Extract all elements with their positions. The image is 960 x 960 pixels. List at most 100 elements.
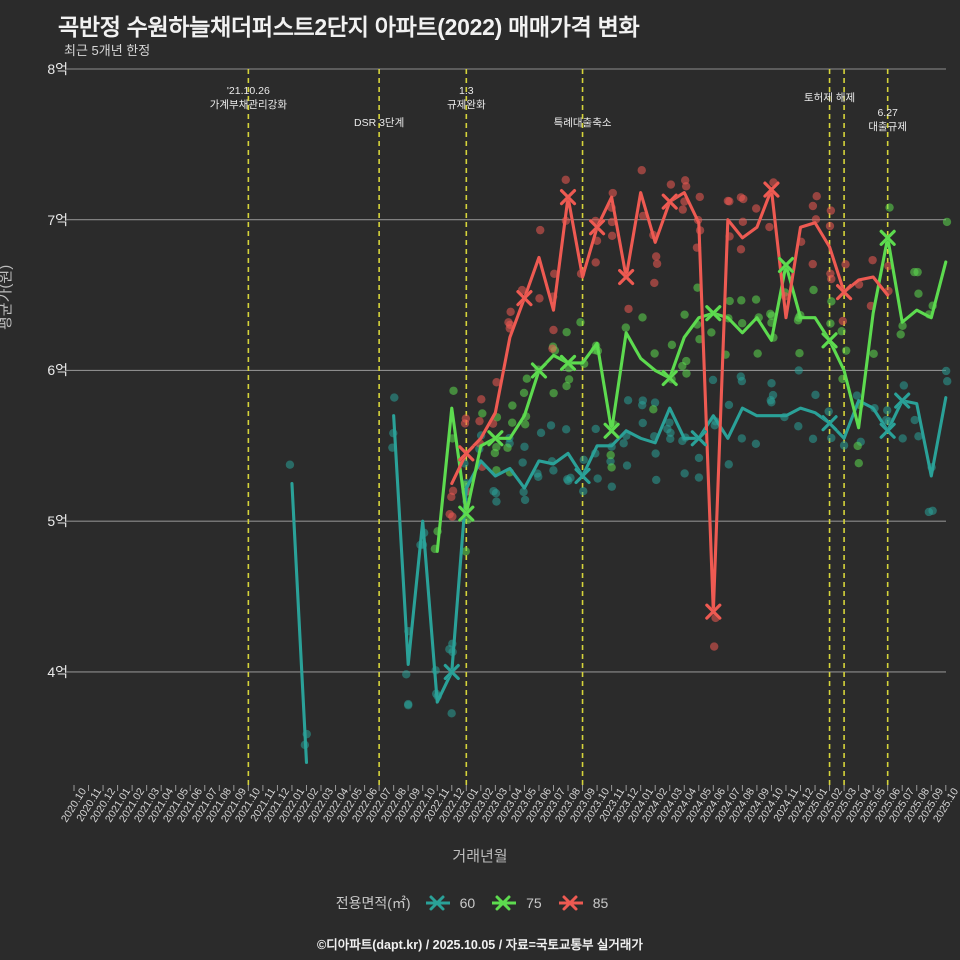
scatter-point: [811, 390, 820, 400]
scatter-point: [536, 225, 545, 235]
scatter-point: [593, 474, 602, 483]
scatter-point: [608, 188, 617, 198]
scatter-point: [638, 418, 647, 428]
series-marker-60: [894, 392, 911, 409]
scatter-point: [549, 325, 558, 335]
series-marker-75: [487, 430, 504, 447]
chart-title: 곡반정 수원하늘채더퍼스트2단지 아파트(2022) 매매가격 변화: [58, 14, 640, 40]
scatter-point: [492, 378, 501, 387]
scatter-point: [650, 349, 659, 358]
scatter-point: [914, 289, 923, 298]
scatter-point: [492, 466, 501, 475]
scatter-point: [650, 278, 659, 288]
scatter-point: [566, 473, 575, 483]
scatter-point: [827, 297, 836, 306]
scatter-point: [869, 349, 878, 358]
legend-item-label: 75: [526, 895, 542, 911]
series-marker-85: [458, 445, 475, 462]
scatter-point: [808, 434, 818, 444]
scatter-point: [533, 469, 542, 478]
scatter-point: [853, 441, 862, 451]
scatter-point: [549, 388, 558, 398]
scatter-point: [649, 405, 658, 414]
series-marker-75: [603, 422, 620, 439]
series-marker-75: [661, 369, 678, 387]
scatter-point: [520, 495, 530, 505]
y-tick-label: 7억: [47, 211, 68, 228]
series-marker-85: [516, 290, 533, 307]
scatter-point: [619, 439, 628, 448]
scatter-point: [404, 701, 413, 710]
scatter-point: [667, 340, 677, 350]
scatter-point: [520, 420, 530, 429]
x-axis-label: 거래년월: [452, 848, 508, 865]
series-marker-75: [458, 505, 475, 522]
scatter-point: [943, 377, 952, 386]
scatter-point: [461, 547, 471, 556]
scatter-point: [475, 416, 484, 426]
scatter-point: [637, 166, 646, 175]
scatter-point: [883, 406, 892, 415]
series-marker-85: [588, 219, 606, 236]
scatter-point: [606, 450, 615, 460]
scatter-point: [520, 442, 529, 451]
scatter-point: [622, 461, 632, 470]
scatter-point: [506, 307, 515, 316]
scatter-point: [508, 401, 517, 410]
scatter-point: [651, 252, 661, 261]
scatter-point: [591, 424, 600, 434]
series-marker-75: [705, 305, 722, 322]
scatter-point: [579, 487, 588, 496]
scatter-point: [607, 231, 617, 241]
scatter-point: [898, 434, 907, 443]
scatter-point: [449, 386, 458, 395]
scatter-point: [621, 323, 631, 332]
scatter-point: [651, 449, 660, 458]
scatter-point: [694, 453, 704, 463]
legend-marker-icon: [558, 893, 584, 913]
scatter-point: [854, 459, 863, 468]
scatter-point: [809, 285, 818, 295]
scatter-point: [623, 396, 633, 405]
scatter-point: [765, 222, 774, 232]
series-marker-60: [574, 467, 591, 485]
scatter-point: [724, 460, 733, 469]
scatter-point: [767, 379, 776, 388]
scatter-point: [478, 409, 487, 418]
scatter-point: [868, 255, 877, 265]
legend-marker-icon: [491, 893, 517, 913]
series-marker-85: [705, 603, 722, 620]
scatter-point: [725, 296, 734, 306]
scatter-point: [825, 221, 835, 231]
scatter-point: [841, 260, 850, 269]
scatter-point: [838, 316, 847, 326]
chart-canvas: [66, 68, 952, 791]
scatter-point: [941, 366, 951, 376]
y-tick-label: 4억: [47, 663, 68, 680]
legend-item-60[interactable]: 60: [425, 893, 475, 913]
chart-subtitle: 최근 5개년 한정: [64, 43, 151, 58]
scatter-point: [508, 418, 517, 427]
scatter-point: [477, 395, 486, 404]
scatter-point: [624, 304, 633, 314]
legend-item-75[interactable]: 75: [491, 893, 542, 913]
series-line-60: [290, 481, 309, 764]
scatter-point: [680, 310, 689, 319]
scatter-point: [652, 475, 661, 485]
series-marker-85: [559, 189, 577, 206]
series-marker-85: [835, 283, 853, 301]
scatter-point: [448, 512, 457, 521]
scatter-point: [910, 267, 919, 277]
scatter-point: [827, 433, 836, 443]
y-tick-label: 5억: [47, 513, 68, 530]
scatter-point: [285, 460, 295, 469]
scatter-point: [826, 319, 835, 328]
scatter-point: [811, 215, 821, 224]
scatter-point: [766, 309, 775, 319]
scatter-point: [837, 327, 846, 336]
scatter-point: [885, 203, 894, 212]
scatter-point: [808, 259, 817, 269]
legend-item-85[interactable]: 85: [558, 893, 608, 913]
scatter-point: [736, 372, 745, 381]
scatter-point: [562, 327, 571, 337]
